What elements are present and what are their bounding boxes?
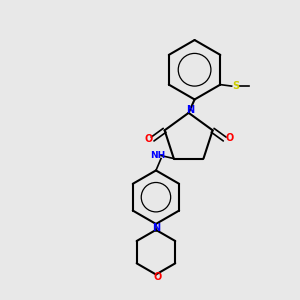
Text: NH: NH <box>150 151 165 160</box>
Text: O: O <box>153 272 162 282</box>
Text: S: S <box>232 81 239 91</box>
Text: O: O <box>226 133 234 142</box>
Text: N: N <box>152 224 160 233</box>
Text: O: O <box>145 134 153 144</box>
Text: N: N <box>186 105 194 115</box>
